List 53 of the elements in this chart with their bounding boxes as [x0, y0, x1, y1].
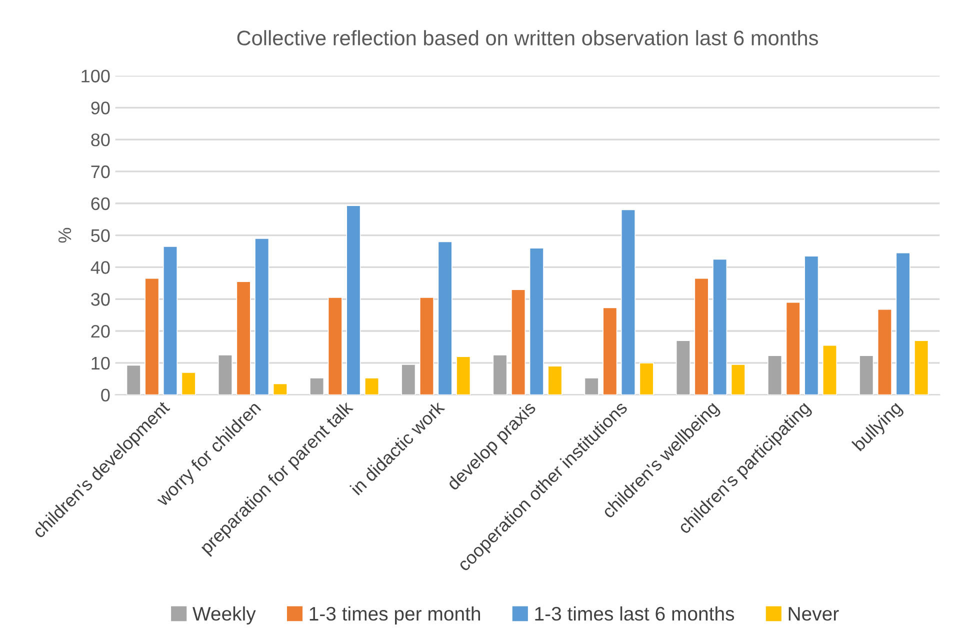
y-tick-label: 0 [101, 388, 110, 402]
y-tick-label: 30 [91, 293, 110, 306]
bar [162, 246, 178, 395]
bar [730, 364, 746, 395]
y-tick-label: 20 [91, 324, 110, 338]
bar [768, 355, 782, 395]
bar [914, 340, 929, 395]
bar [548, 366, 562, 395]
legend-label: Weekly [192, 606, 256, 624]
bar [694, 278, 709, 395]
bar [328, 297, 342, 395]
bar [181, 372, 196, 395]
bar [419, 297, 434, 395]
y-tick-label: 90 [91, 102, 110, 114]
bar [676, 340, 690, 395]
bar [310, 378, 324, 395]
bar [620, 209, 636, 395]
bar [126, 364, 141, 395]
legend-label: 1-3 times last 6 months [535, 606, 734, 621]
chart-title: Collective reflection based on written observation last 6 months [237, 30, 818, 46]
y-tick-label: 10 [92, 356, 110, 370]
y-tick-label: 80 [91, 134, 110, 146]
bar [218, 354, 233, 395]
bar [254, 238, 270, 395]
bar [438, 241, 452, 395]
bar [822, 344, 838, 395]
bar [602, 307, 618, 395]
y-tick-label: 100 [82, 70, 110, 82]
bar [456, 356, 471, 395]
bar [859, 355, 874, 395]
bar [896, 252, 910, 395]
bar [401, 364, 416, 395]
bar [364, 378, 380, 395]
bar [346, 205, 361, 395]
y-tick-label: 60 [91, 197, 110, 210]
legend-label: 1-3 times per month [310, 606, 480, 624]
bar [712, 258, 728, 395]
bar [804, 256, 819, 395]
y-tick-label: 40 [90, 261, 110, 274]
y-axis-title: % [58, 228, 72, 243]
bar [272, 383, 288, 395]
y-tick-label: 70 [91, 165, 110, 178]
bar [584, 378, 599, 395]
y-tick-label: 50 [91, 229, 110, 242]
bar [492, 354, 508, 395]
bar [511, 289, 526, 395]
bar [639, 362, 654, 395]
bar [786, 302, 800, 395]
bar [144, 278, 160, 395]
legend-label: Never [788, 607, 839, 621]
bar [877, 308, 892, 395]
bar [529, 248, 544, 395]
bar [236, 281, 251, 395]
